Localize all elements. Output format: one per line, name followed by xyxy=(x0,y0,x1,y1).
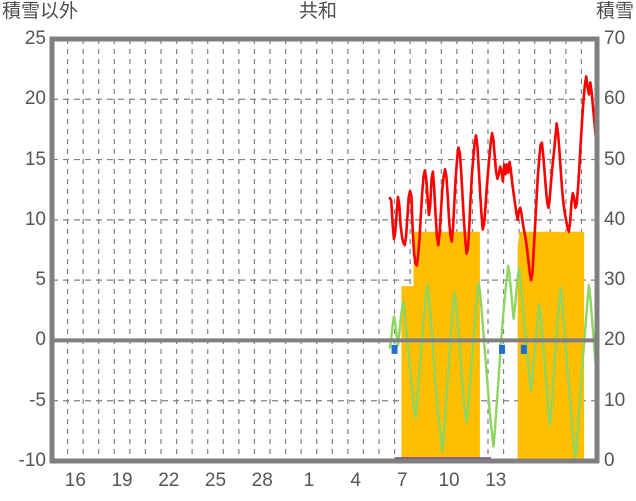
y-tick-left-7: -10 xyxy=(18,450,46,471)
y-tick-left-2: 15 xyxy=(24,148,46,170)
x-tick-2: 22 xyxy=(158,470,180,491)
data-layer xyxy=(388,75,597,461)
left-axis-title: 積雪以外 xyxy=(2,1,79,22)
y-tick-left-4: 5 xyxy=(35,269,46,291)
y-tick-left-5: 0 xyxy=(35,329,46,351)
y-tick-right-0: 70 xyxy=(604,28,626,49)
y-tick-left-0: 25 xyxy=(24,28,46,49)
x-tick-9: 13 xyxy=(485,470,507,491)
chart-title: 共和 xyxy=(298,1,337,22)
x-tick-7: 7 xyxy=(397,470,408,491)
y-tick-left-6: -5 xyxy=(29,389,46,411)
x-tick-4: 28 xyxy=(251,470,273,491)
y-tick-right-1: 60 xyxy=(604,88,626,110)
plot-background xyxy=(52,39,597,461)
x-tick-5: 1 xyxy=(303,470,315,491)
blue-markers xyxy=(391,344,527,354)
x-tick-0: 16 xyxy=(64,470,86,491)
y-tick-right-6: 10 xyxy=(604,389,626,411)
y-tick-right-2: 50 xyxy=(604,148,626,170)
x-tick-1: 19 xyxy=(111,470,133,491)
x-tick-6: 4 xyxy=(350,470,361,491)
y-tick-right-7: 0 xyxy=(604,450,615,471)
right-axis-title: 積雪 xyxy=(595,1,634,22)
snow-depth-bars xyxy=(401,231,585,461)
y-tick-left-3: 10 xyxy=(24,208,46,230)
y-tick-left-1: 20 xyxy=(24,88,46,110)
y-tick-right-3: 40 xyxy=(604,208,626,230)
green-line xyxy=(388,264,597,461)
x-tick-8: 10 xyxy=(438,470,460,491)
x-tick-3: 25 xyxy=(204,470,227,491)
y-tick-right-4: 30 xyxy=(604,269,626,291)
y-tick-right-5: 20 xyxy=(604,329,626,351)
red-line xyxy=(388,75,597,282)
